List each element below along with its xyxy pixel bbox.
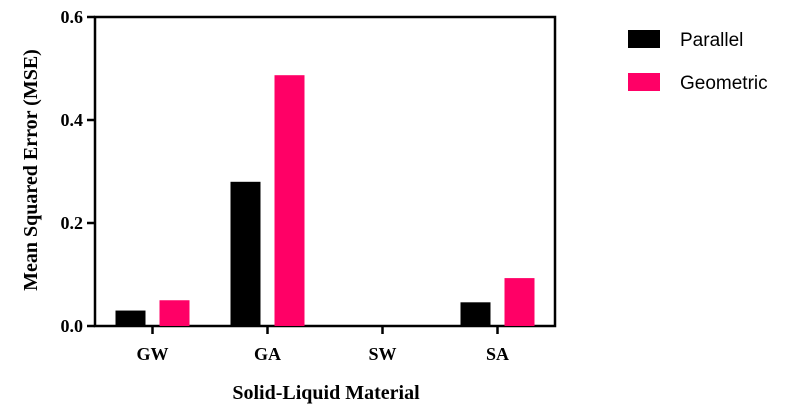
bar-parallel-sa: [460, 302, 491, 326]
x-axis: GW GA SW SA: [136, 326, 509, 364]
y-tick-label: 0.4: [61, 110, 84, 130]
bar-geometric-gw: [159, 300, 190, 326]
bar-parallel-gw: [115, 310, 146, 326]
plot-frame: [93, 15, 557, 328]
bar-geometric-ga: [274, 75, 305, 326]
plot-area: [93, 15, 557, 328]
legend-label-parallel: Parallel: [680, 30, 743, 51]
x-tick-label: SA: [486, 344, 509, 364]
y-axis-title: Mean Squared Error (MSE): [20, 49, 42, 291]
y-axis: 0.0 0.2 0.4 0.6: [61, 7, 95, 336]
bar-parallel-ga: [230, 181, 261, 326]
legend-label-geometric: Geometric: [680, 73, 768, 94]
legend-swatch-parallel: [628, 30, 660, 48]
x-axis-title: Solid-Liquid Material: [232, 382, 420, 404]
y-tick-label: 0.6: [61, 7, 84, 27]
legend: Parallel Geometric: [628, 30, 768, 94]
bar-geometric-sa: [504, 278, 535, 326]
x-tick-label: GW: [136, 344, 168, 364]
x-tick-label: SW: [368, 344, 396, 364]
y-tick-label: 0.2: [61, 213, 84, 233]
y-tick-label: 0.0: [61, 316, 84, 336]
x-tick-label: GA: [254, 344, 281, 364]
legend-swatch-geometric: [628, 73, 660, 91]
